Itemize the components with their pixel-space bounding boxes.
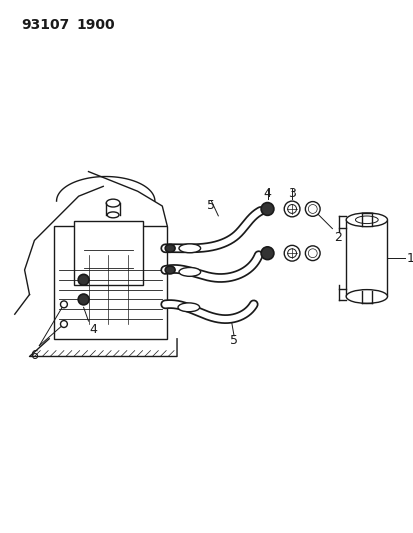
Ellipse shape [165,266,175,274]
Ellipse shape [178,268,200,276]
Text: 4: 4 [89,323,97,336]
Text: 1900: 1900 [76,18,115,32]
Bar [74,221,142,285]
Ellipse shape [78,294,89,305]
Ellipse shape [287,249,296,257]
Ellipse shape [345,289,387,303]
Bar [54,225,167,339]
Ellipse shape [305,246,319,261]
Text: 5: 5 [207,199,215,212]
Ellipse shape [60,301,67,308]
Text: 2: 2 [334,231,342,244]
Text: 4: 4 [263,187,271,200]
Ellipse shape [308,205,316,213]
Bar [345,220,387,296]
Ellipse shape [107,212,119,218]
Ellipse shape [287,205,296,213]
Ellipse shape [178,303,199,312]
Text: 1: 1 [406,252,413,265]
Ellipse shape [284,201,299,217]
Text: 93107: 93107 [21,18,70,32]
Ellipse shape [305,201,319,216]
Ellipse shape [178,244,200,253]
Ellipse shape [261,203,273,215]
Ellipse shape [355,216,377,223]
Ellipse shape [308,249,316,257]
Ellipse shape [261,247,273,260]
Ellipse shape [284,245,299,261]
Ellipse shape [60,320,67,327]
Ellipse shape [345,213,387,227]
Ellipse shape [106,199,120,207]
Ellipse shape [78,274,89,285]
Ellipse shape [165,244,175,252]
Text: 3: 3 [287,187,295,200]
Text: 6: 6 [31,349,38,361]
Text: 5: 5 [230,334,237,347]
